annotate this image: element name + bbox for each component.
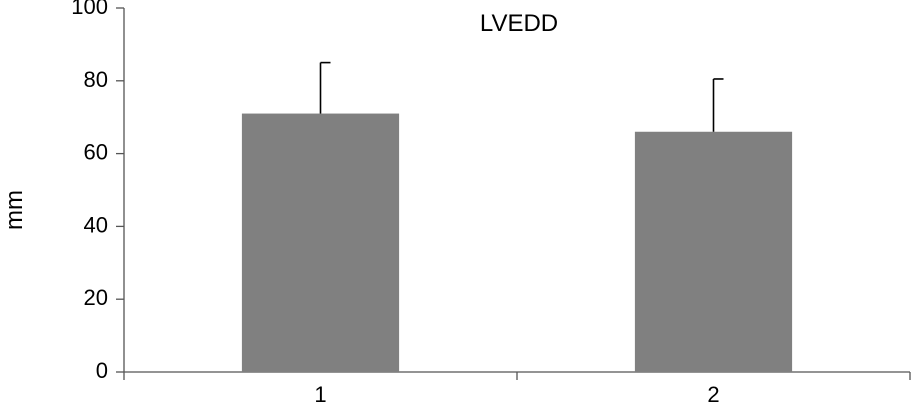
- y-tick-label-100: 100: [71, 0, 108, 19]
- y-tick-label-0: 0: [96, 358, 108, 383]
- y-tick-label-80: 80: [84, 67, 108, 92]
- chart-marks: 0 20 40 60 80 100 1 2: [71, 0, 911, 407]
- y-tick-label-40: 40: [84, 212, 108, 237]
- y-tick-label-20: 20: [84, 285, 108, 310]
- x-tick-label-2: 2: [707, 382, 719, 407]
- bar-2: [634, 131, 793, 372]
- y-axis-label: mm: [1, 190, 28, 230]
- y-tick-label-60: 60: [84, 140, 108, 165]
- bar-1: [241, 113, 400, 372]
- chart-title: LVEDD: [480, 10, 558, 37]
- x-tick-label-1: 1: [314, 382, 326, 407]
